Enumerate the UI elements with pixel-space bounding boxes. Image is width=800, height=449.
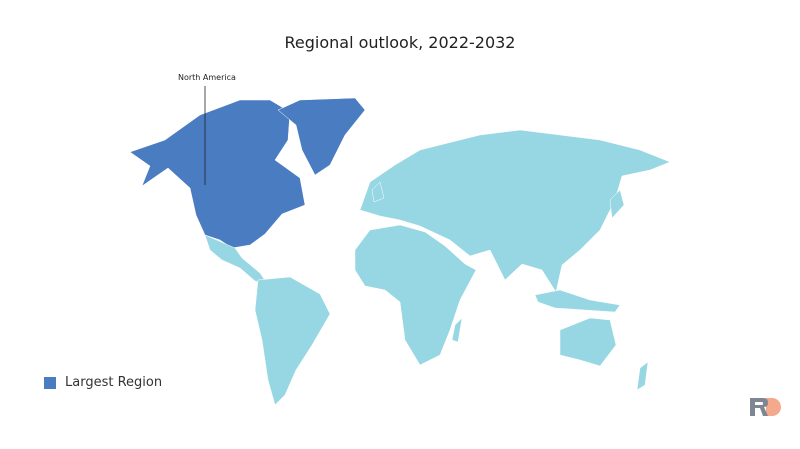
north-america-mainland[interactable] xyxy=(129,99,306,249)
legend-label: Largest Region xyxy=(65,375,163,390)
africa[interactable] xyxy=(354,224,477,366)
legend: Largest Region xyxy=(44,375,162,390)
other-regions xyxy=(204,129,671,406)
eurasia[interactable] xyxy=(359,129,671,293)
map-title: Regional outlook, 2022-2032 xyxy=(284,33,516,52)
south-america[interactable] xyxy=(254,276,331,406)
madagascar[interactable] xyxy=(451,317,463,343)
indonesia[interactable] xyxy=(534,289,621,313)
greenland[interactable] xyxy=(277,97,366,176)
australia[interactable] xyxy=(559,317,617,367)
uk-ireland[interactable] xyxy=(371,181,385,203)
region-north-america[interactable] xyxy=(129,97,366,249)
callout-north-america: North America xyxy=(178,73,236,82)
legend-swatch xyxy=(44,376,56,389)
japan[interactable] xyxy=(609,189,625,219)
new-zealand[interactable] xyxy=(636,361,649,391)
brand-logo xyxy=(750,398,781,416)
